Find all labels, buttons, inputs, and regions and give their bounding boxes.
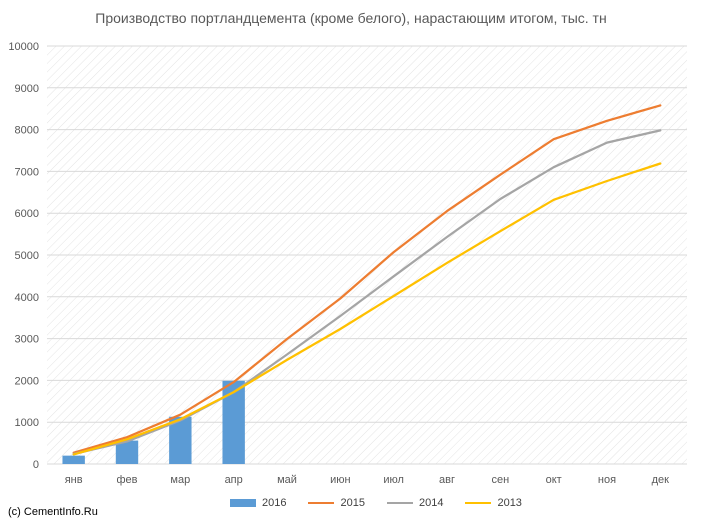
- bar-series: [62, 380, 245, 464]
- legend-item-2014: 2014: [386, 497, 444, 509]
- y-tick-label: 5000: [15, 250, 39, 262]
- x-tick-label: ноя: [598, 474, 616, 486]
- y-tick-label: 3000: [15, 334, 39, 346]
- x-tick-label: май: [277, 474, 297, 486]
- x-tick-label: дек: [652, 474, 670, 486]
- bar-2016-фев: [115, 440, 139, 464]
- y-tick-label: 0: [33, 459, 39, 471]
- legend-swatch: [308, 502, 335, 504]
- y-tick-label: 8000: [15, 125, 39, 137]
- y-axis: 0 1000 2000 3000 4000 5000 6000 7000 8000 9000 100…: [8, 41, 39, 471]
- copyright-text: (c) CementInfo.Ru: [8, 506, 98, 518]
- legend-item-2016: 2016: [230, 497, 286, 509]
- x-axis: янв фев мар апр май июн июл авг сен окт ноя дек: [65, 474, 669, 486]
- x-tick-label: фев: [116, 474, 137, 486]
- chart-title: Производство портландцемента (кроме бело…: [95, 10, 607, 26]
- x-tick-label: апр: [225, 474, 243, 486]
- line-2013: [72, 162, 662, 456]
- y-tick-label: 2000: [15, 375, 39, 387]
- legend: 2016 2015 2014 2013: [230, 497, 522, 509]
- bar-2016-янв: [62, 455, 85, 464]
- legend-item-2015: 2015: [308, 497, 365, 509]
- x-tick-label: янв: [65, 474, 83, 486]
- x-tick-label: окт: [546, 474, 562, 486]
- legend-swatch: [230, 499, 256, 507]
- y-tick-label: 1000: [15, 417, 39, 429]
- x-tick-label: авг: [439, 474, 455, 486]
- legend-label: 2013: [497, 497, 522, 509]
- line-2015: [72, 104, 662, 454]
- bar-2016-мар: [169, 416, 192, 464]
- legend-label: 2015: [340, 497, 365, 509]
- legend-label: 2014: [418, 497, 444, 509]
- x-tick-label: мар: [170, 474, 190, 486]
- y-tick-label: 7000: [15, 166, 39, 178]
- x-tick-label: июл: [383, 474, 404, 486]
- legend-item-2013: 2013: [465, 497, 522, 509]
- y-tick-label: 4000: [15, 292, 39, 304]
- legend-swatch: [465, 502, 492, 504]
- y-tick-label: 10000: [8, 41, 39, 53]
- line-series: [72, 104, 662, 456]
- legend-swatch: [386, 502, 413, 504]
- bar-2016-апр: [222, 380, 245, 464]
- x-tick-label: сен: [491, 474, 509, 486]
- y-tick-label: 6000: [15, 208, 39, 220]
- line-2014: [72, 129, 662, 456]
- legend-label: 2016: [262, 497, 287, 509]
- x-tick-label: июн: [330, 474, 350, 486]
- y-tick-label: 9000: [15, 83, 39, 95]
